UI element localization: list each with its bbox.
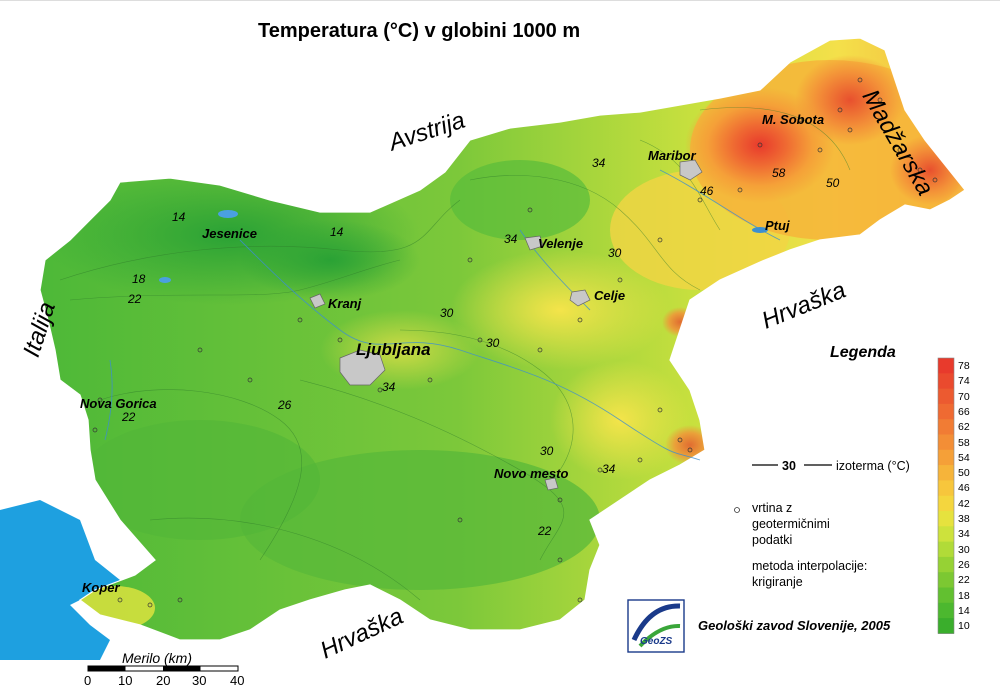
- legend-colorbar-label: 50: [958, 467, 970, 480]
- city-label-maribor: Maribor: [648, 148, 696, 163]
- legend-title: Legenda: [830, 344, 896, 361]
- city-label-ljubljana: Ljubljana: [356, 340, 431, 359]
- scale-tick-40: 40: [230, 673, 245, 688]
- isotherm-label: 22: [122, 410, 136, 424]
- isotherm-label: 22: [128, 292, 142, 306]
- legend-color-step: [938, 434, 954, 451]
- legend-isotherm-label: izoterma (°C): [836, 459, 910, 473]
- isotherm-label: 30: [440, 306, 454, 320]
- legend-colorbar-label: 74: [958, 375, 970, 388]
- map-title: Temperatura (°C) v globini 1000 m: [258, 20, 581, 42]
- legend-color-step: [938, 618, 954, 634]
- legend-colorbar: [937, 357, 955, 634]
- scale-tick-0: 0: [84, 673, 92, 688]
- isotherm-label: 50: [826, 176, 840, 190]
- city-label-ptuj: Ptuj: [765, 218, 790, 233]
- legend-colorbar-label: 26: [958, 558, 970, 571]
- legend-isotherm-value: 30: [782, 459, 796, 473]
- city-label-novo-mesto: Novo mesto: [494, 466, 569, 481]
- legend-colorbar-label: 30: [958, 543, 970, 556]
- city-label-velenje: Velenje: [538, 236, 584, 251]
- legend-well-label-1: vrtina z: [752, 501, 793, 515]
- legend-color-step: [938, 495, 954, 512]
- legend-colorbar-label: 46: [958, 482, 970, 495]
- legend-color-step: [938, 572, 954, 588]
- isotherm-label: 34: [602, 462, 616, 476]
- legend-color-step: [938, 526, 954, 543]
- legend-color-step: [938, 480, 954, 497]
- city-label-celje: Celje: [594, 288, 626, 303]
- legend-well-label-2: geotermičnimi: [752, 517, 830, 531]
- legend-color-step: [938, 449, 954, 466]
- city-label-koper: Koper: [82, 580, 120, 595]
- city-areas: [309, 159, 703, 491]
- legend-well-label-3: podatki: [752, 533, 793, 547]
- legend-colorbar-label: 66: [958, 405, 970, 418]
- temperature-field: [40, 38, 965, 640]
- legend-color-step: [938, 602, 954, 619]
- legend-color-step: [938, 511, 954, 527]
- city-label-nova-gorica: Nova Gorica: [80, 396, 157, 411]
- isotherm-label: 34: [504, 232, 518, 246]
- city-label-m-sobota: M. Sobota: [762, 112, 825, 127]
- scale-tick-30: 30: [192, 673, 207, 688]
- legend-colorbar-label: 58: [958, 436, 970, 449]
- legend-method-label-2: krigiranje: [752, 575, 803, 589]
- well-points: [92, 77, 938, 608]
- scale-tick-20: 20: [156, 673, 171, 688]
- legend-well-marker: [734, 507, 740, 513]
- isotherm-label: 30: [608, 246, 622, 260]
- legend-colorbar-label: 22: [958, 574, 970, 587]
- legend-colorbar-label: 10: [958, 620, 970, 633]
- legend-colorbar-label: 62: [958, 421, 970, 434]
- isotherm-label: 58: [772, 166, 786, 180]
- legend-colorbar-label: 34: [958, 528, 970, 541]
- isotherm-label: 30: [486, 336, 500, 350]
- legend-color-step: [938, 465, 954, 481]
- legend-color-step: [938, 556, 954, 573]
- lake: [159, 277, 171, 283]
- legend-colorbar-label: 42: [958, 497, 970, 510]
- adriatic-sea: [0, 500, 120, 660]
- isotherm-label: 34: [382, 380, 396, 394]
- legend-colorbar-label: 14: [958, 604, 970, 617]
- scale-bar: [87, 665, 239, 672]
- legend-color-step: [938, 373, 954, 390]
- credit-text: Geološki zavod Slovenije, 2005: [698, 618, 891, 633]
- isotherm-label: 30: [540, 444, 554, 458]
- scale-tick-10: 10: [118, 673, 133, 688]
- legend-colorbar-label: 18: [958, 589, 970, 602]
- lake: [752, 227, 768, 233]
- isotherm-label: 34: [592, 156, 606, 170]
- legend-colorbar-label: 78: [958, 360, 970, 372]
- legend-colorbar-label: 70: [958, 390, 970, 403]
- logo-text: GeoZS: [640, 636, 673, 647]
- legend-colorbar-frame: [937, 357, 955, 634]
- isotherm-lines: [59, 107, 851, 601]
- legend-colorbar-label: 38: [958, 513, 970, 525]
- legend-color-step: [938, 587, 954, 604]
- legend-color-step: [938, 403, 954, 420]
- isotherm-label: 26: [278, 398, 292, 412]
- legend-color-step: [938, 388, 954, 405]
- geozs-logo: [627, 599, 685, 653]
- isotherm-label: 22: [538, 524, 552, 538]
- legend-color-step: [938, 358, 954, 374]
- isotherm-label: 14: [172, 210, 186, 224]
- legend-colorbar-label: 54: [958, 451, 970, 464]
- lake: [218, 210, 238, 218]
- city-label-kranj: Kranj: [328, 296, 362, 311]
- legend-color-step: [938, 419, 954, 435]
- rivers: [104, 169, 781, 461]
- isotherm-label: 46: [700, 184, 714, 198]
- legend-color-step: [938, 541, 954, 558]
- isotherm-label: 14: [330, 225, 344, 239]
- scale-title: Merilo (km): [122, 650, 192, 666]
- legend-method-label-1: metoda interpolacije:: [752, 559, 868, 573]
- isotherm-label: 18: [132, 272, 146, 286]
- city-label-jesenice: Jesenice: [202, 226, 257, 241]
